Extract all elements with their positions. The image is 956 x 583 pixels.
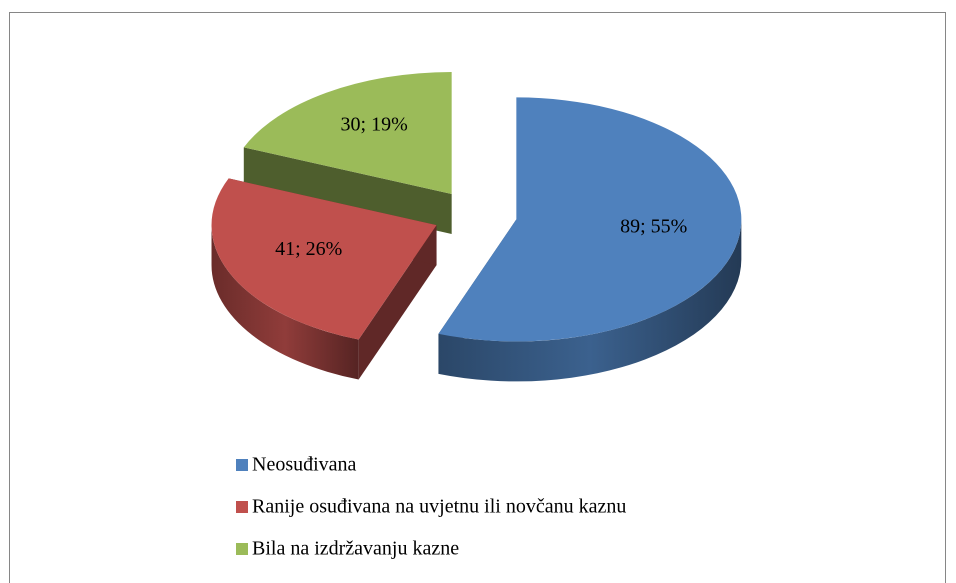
data-label: 89; 55% [620, 215, 687, 237]
legend-swatch [236, 501, 248, 513]
slice [438, 97, 742, 342]
slice-wall [438, 219, 742, 382]
legend-label: Neosuđivana [252, 454, 357, 476]
slice-side [243, 147, 452, 235]
slice-wall [211, 225, 359, 380]
slice [243, 72, 452, 195]
slice [211, 178, 437, 340]
data-label: 41; 26% [275, 238, 342, 260]
slice-side [358, 225, 437, 380]
legend-swatch [236, 543, 248, 555]
legend-label: Bila na izdržavanju kazne [252, 538, 459, 560]
legend-swatch [236, 459, 248, 471]
data-label: 30; 19% [341, 114, 408, 136]
legend-label: Ranije osuđivana na uvjetnu ili novčanu … [252, 496, 626, 518]
